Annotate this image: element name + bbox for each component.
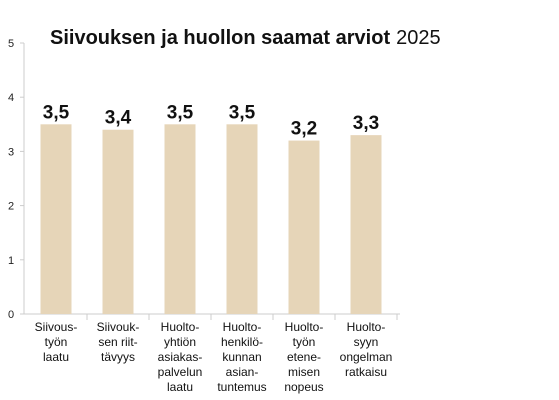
x-category-label: Huolto-syyn ongelman ratkaisu	[340, 320, 393, 379]
bar	[288, 140, 320, 314]
y-tick-label: 3	[8, 146, 14, 158]
bar-value-label: 3,5	[167, 102, 194, 123]
y-tick-label: 5	[8, 38, 14, 50]
y-tick-label: 2	[8, 201, 14, 213]
x-category-label: Siivouk-sen riit-tävyys	[97, 320, 140, 364]
x-category-label: Huolto-yhtiön asiakas-palvelun laatu	[158, 320, 203, 394]
axes: 0 1 2 3 4 5	[8, 38, 400, 321]
bar-value-label: 3,4	[105, 108, 132, 129]
x-category-label: Huolto-työn etene-misen nopeus	[284, 320, 323, 394]
bar	[102, 129, 134, 314]
bar	[40, 124, 72, 314]
y-tick-label: 0	[8, 309, 14, 321]
labels-group: 3,5 Siivous-työn laatu 3,4 Siivouk-sen riit-…	[35, 102, 393, 394]
bar	[350, 135, 382, 314]
bar	[164, 124, 196, 314]
chart-title: Siivouksen ja huollon saamat arviot 2025	[50, 27, 441, 49]
bar-value-label: 3,3	[353, 113, 379, 134]
y-tick-label: 1	[8, 255, 14, 267]
x-category-label: Huolto-henkilö-kunnan asian-tuntemus	[217, 320, 266, 394]
bar-value-label: 3,5	[229, 102, 256, 123]
x-category-label: Siivous-työn laatu	[35, 320, 78, 364]
bar-value-label: 3,2	[291, 119, 317, 140]
y-tick-label: 4	[8, 92, 14, 104]
bars-group	[40, 124, 382, 314]
bar	[226, 124, 258, 314]
bar-value-label: 3,5	[43, 102, 70, 123]
